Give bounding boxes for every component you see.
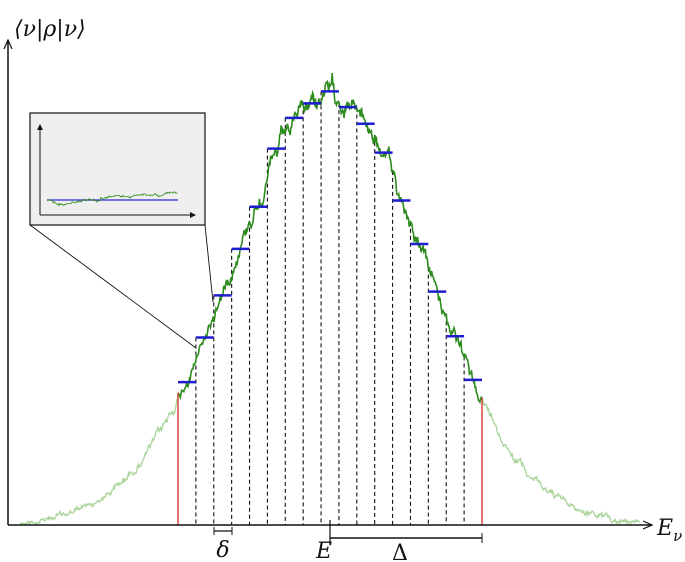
zoom-line [29,224,197,349]
inset-noise [46,191,178,207]
window-label: Δ [392,541,408,562]
outer-curve [19,392,180,526]
x-label-sub: ν [673,527,682,545]
energy-label: E [315,539,332,562]
delta-label: δ [216,538,229,562]
zoom-line [204,224,214,303]
outer-curve [480,396,641,526]
inset-curve [46,191,178,207]
y-axis-label: ⟨ν|ρ|ν⟩ [14,17,86,42]
x-label-main: E [656,516,673,541]
inset [29,112,206,226]
x-axis-label: Eν [656,516,682,545]
spectrum [19,72,641,526]
window-curve [177,72,483,405]
